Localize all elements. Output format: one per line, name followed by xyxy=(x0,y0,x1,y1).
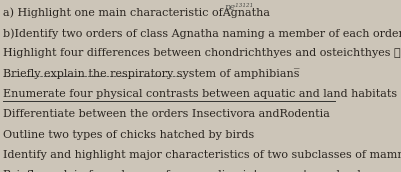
Text: Enumerate four physical contrasts between aquatic and land habitats: Enumerate four physical contrasts betwee… xyxy=(3,89,397,99)
Text: a) Highlight one main characteristic of​Agnatha: a) Highlight one main characteristic of​… xyxy=(3,8,270,18)
Text: Outline two types of chicks hatched by birds: Outline two types of chicks hatched by b… xyxy=(3,130,255,139)
Text: pe¹³¹²¹: pe¹³¹²¹ xyxy=(225,3,254,12)
Text: Identify and highlight major characteristics of two subclasses of mammals: Identify and highlight major characteris… xyxy=(3,150,401,160)
Text: Briefly explain four classes of mammalian integumentary glands: Briefly explain four classes of mammalia… xyxy=(3,170,367,172)
Text: b)Identify two orders of class Agnatha naming a member of each order.: b)Identify two orders of class Agnatha n… xyxy=(3,28,401,39)
Text: Briefly explain the respiratory system of amphibians̅: Briefly explain the respiratory system o… xyxy=(3,69,300,79)
Text: Differentiate between the orders Insectivora andRodentia: Differentiate between the orders Insecti… xyxy=(3,109,330,119)
Text: Highlight four differences between chondrichthyes and osteichthyes ✓: Highlight four differences between chond… xyxy=(3,48,401,58)
